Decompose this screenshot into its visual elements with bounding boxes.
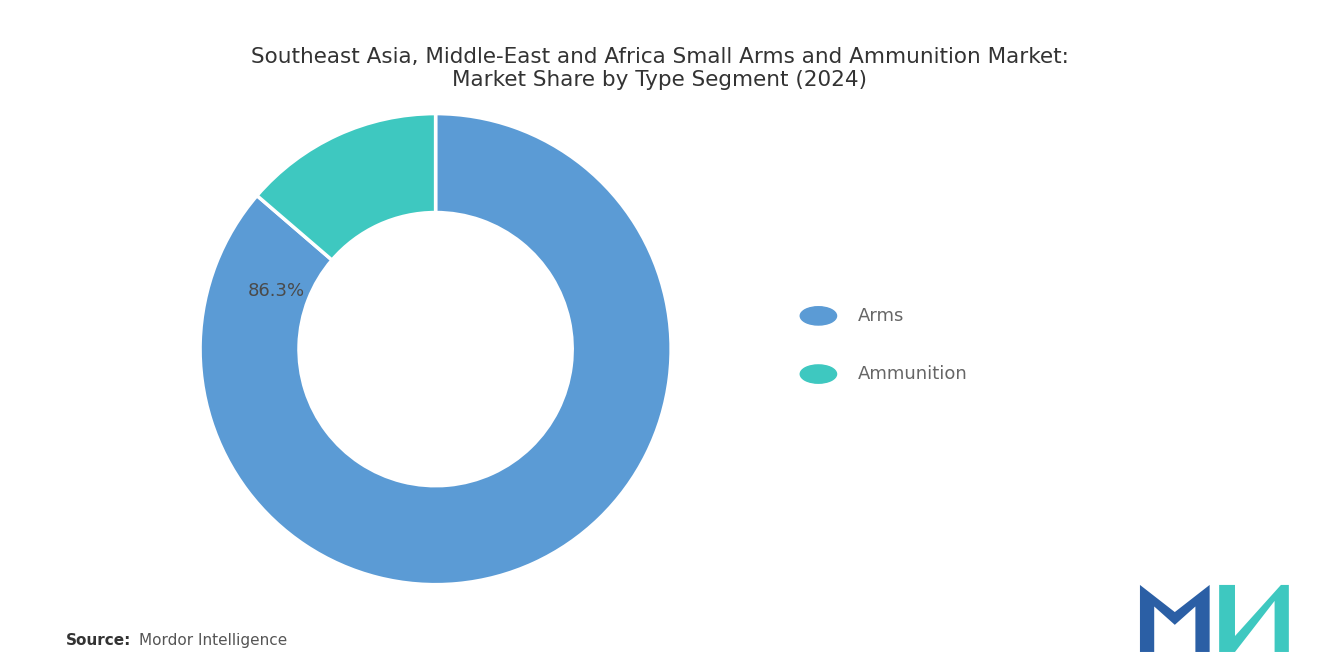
Text: Southeast Asia, Middle-East and Africa Small Arms and Ammunition Market:
Market : Southeast Asia, Middle-East and Africa S… [251,47,1069,90]
Circle shape [800,307,837,325]
Text: Source:: Source: [66,633,132,648]
Text: Mordor Intelligence: Mordor Intelligence [139,633,286,648]
Wedge shape [257,114,436,260]
Circle shape [800,365,837,383]
Polygon shape [1220,585,1288,652]
Wedge shape [201,114,671,585]
Text: 86.3%: 86.3% [248,282,305,300]
Text: Ammunition: Ammunition [858,365,968,383]
Text: Arms: Arms [858,307,904,325]
Polygon shape [1140,585,1209,652]
